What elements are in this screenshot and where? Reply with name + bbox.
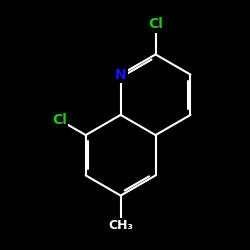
Text: Cl: Cl	[148, 17, 163, 31]
Text: N: N	[115, 68, 126, 82]
Text: Cl: Cl	[52, 113, 67, 127]
Text: CH₃: CH₃	[108, 219, 133, 232]
